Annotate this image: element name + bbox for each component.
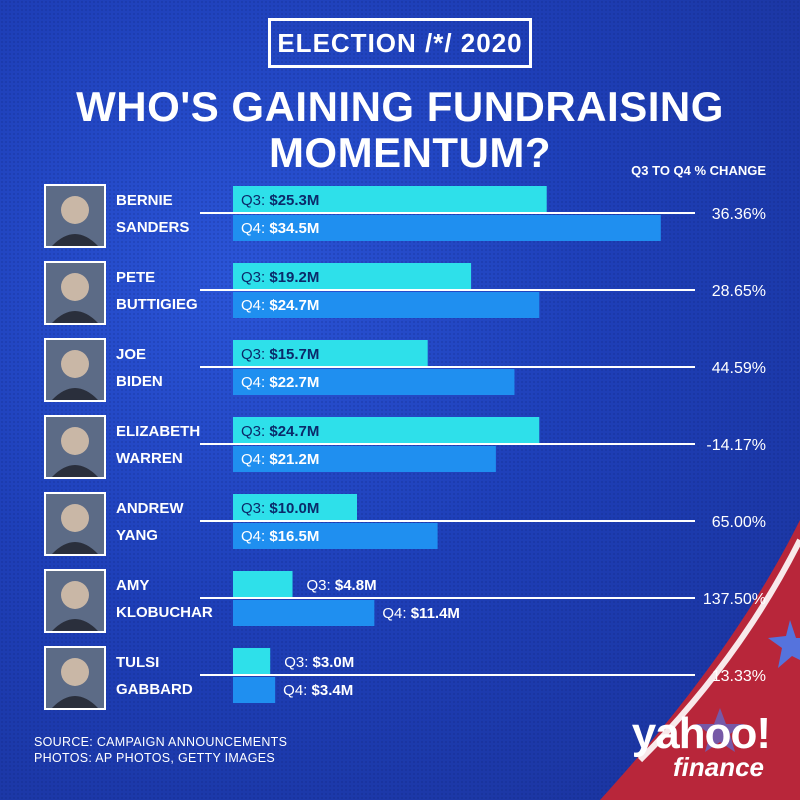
- q4-bar: [233, 677, 276, 703]
- avatar-shoulders: [52, 465, 98, 477]
- candidate-last-name: WARREN: [116, 450, 183, 467]
- pct-change-label: 36.36%: [712, 206, 766, 223]
- q3-bar: [233, 571, 293, 597]
- avatar-face: [61, 196, 89, 224]
- logo-text: yahoo!: [631, 709, 771, 758]
- avatar-shoulders: [52, 542, 98, 554]
- q3-label: Q3: $25.3M: [241, 192, 319, 209]
- candidate-first-name: BERNIE: [116, 192, 173, 209]
- pct-change-label: 137.50%: [703, 591, 766, 608]
- pct-change-label: 44.59%: [712, 360, 766, 377]
- photos-line: PHOTOS: AP PHOTOS, GETTY IMAGES: [34, 751, 276, 765]
- q4-label: Q4: $22.7M: [241, 374, 319, 391]
- q3-label: Q3: $15.7M: [241, 346, 319, 363]
- avatar-shoulders: [52, 234, 98, 246]
- q3-label: Q3: $19.2M: [241, 269, 319, 286]
- q3-label: Q3: $24.7M: [241, 423, 319, 440]
- q3-bar: [233, 494, 357, 520]
- candidate-last-name: GABBARD: [116, 681, 193, 698]
- source-line: SOURCE: CAMPAIGN ANNOUNCEMENTS: [34, 735, 288, 749]
- pct-change-label: -14.17%: [706, 437, 766, 454]
- q4-label: Q4: $24.7M: [241, 297, 319, 314]
- avatar-shoulders: [52, 619, 98, 631]
- avatar-shoulders: [52, 388, 98, 400]
- q3-label: Q3: $3.0M: [284, 654, 354, 671]
- q4-bar: [233, 446, 496, 472]
- candidate-last-name: KLOBUCHAR: [116, 604, 213, 621]
- candidate-last-name: BIDEN: [116, 373, 163, 390]
- avatar-shoulders: [52, 311, 98, 323]
- q4-label: Q4: $34.5M: [241, 220, 319, 237]
- change-column-header: Q3 TO Q4 % CHANGE: [631, 163, 766, 178]
- avatar-face: [61, 273, 89, 301]
- avatar-face: [61, 658, 89, 686]
- candidate-first-name: TULSI: [116, 654, 159, 671]
- source-note: SOURCE: CAMPAIGN ANNOUNCEMENTS PHOTOS: A…: [34, 734, 287, 766]
- avatar-face: [61, 581, 89, 609]
- avatar-face: [61, 350, 89, 378]
- yahoo-finance-logo: yahoo! finance: [631, 709, 771, 782]
- candidate-last-name: SANDERS: [116, 219, 189, 236]
- candidate-first-name: PETE: [116, 269, 155, 286]
- q4-bar: [233, 369, 515, 395]
- candidate-first-name: AMY: [116, 577, 149, 594]
- logo-subtext: finance: [672, 752, 764, 782]
- candidate-last-name: YANG: [116, 527, 158, 544]
- q4-label: Q4: $21.2M: [241, 451, 319, 468]
- candidate-last-name: BUTTIGIEG: [116, 296, 198, 313]
- q4-label: Q4: $16.5M: [241, 528, 319, 545]
- avatar-shoulders: [52, 696, 98, 708]
- q3-label: Q3: $4.8M: [307, 577, 377, 594]
- q3-bar: [233, 417, 540, 443]
- q3-bar: [233, 186, 547, 212]
- pct-change-label: 28.65%: [712, 283, 766, 300]
- q4-label: Q4: $11.4M: [382, 605, 460, 622]
- avatar-face: [61, 504, 89, 532]
- q3-label: Q3: $10.0M: [241, 500, 319, 517]
- q4-bar: [233, 523, 438, 549]
- title-line-2: MOMENTUM?: [268, 129, 552, 176]
- candidate-first-name: JOE: [116, 346, 146, 363]
- q3-bar: [233, 263, 472, 289]
- q4-bar: [233, 292, 540, 318]
- avatar-face: [61, 427, 89, 455]
- q3-bar: [233, 340, 428, 366]
- pct-change-label: 65.00%: [712, 514, 766, 531]
- election-badge: ELECTION /*/ 2020: [268, 18, 532, 68]
- q4-bar: [233, 215, 661, 241]
- chart-title: WHO'S GAINING FUNDRAISING MOMENTUM?: [0, 84, 800, 176]
- q3-bar: [233, 648, 271, 674]
- pct-change-label: 13.33%: [712, 668, 766, 685]
- avatar: [44, 184, 106, 248]
- candidate-first-name: ANDREW: [116, 500, 184, 517]
- title-line-1: WHO'S GAINING FUNDRAISING: [76, 83, 724, 130]
- candidate-first-name: ELIZABETH: [116, 423, 200, 440]
- q4-label: Q4: $3.4M: [283, 682, 353, 699]
- q4-bar: [233, 600, 375, 626]
